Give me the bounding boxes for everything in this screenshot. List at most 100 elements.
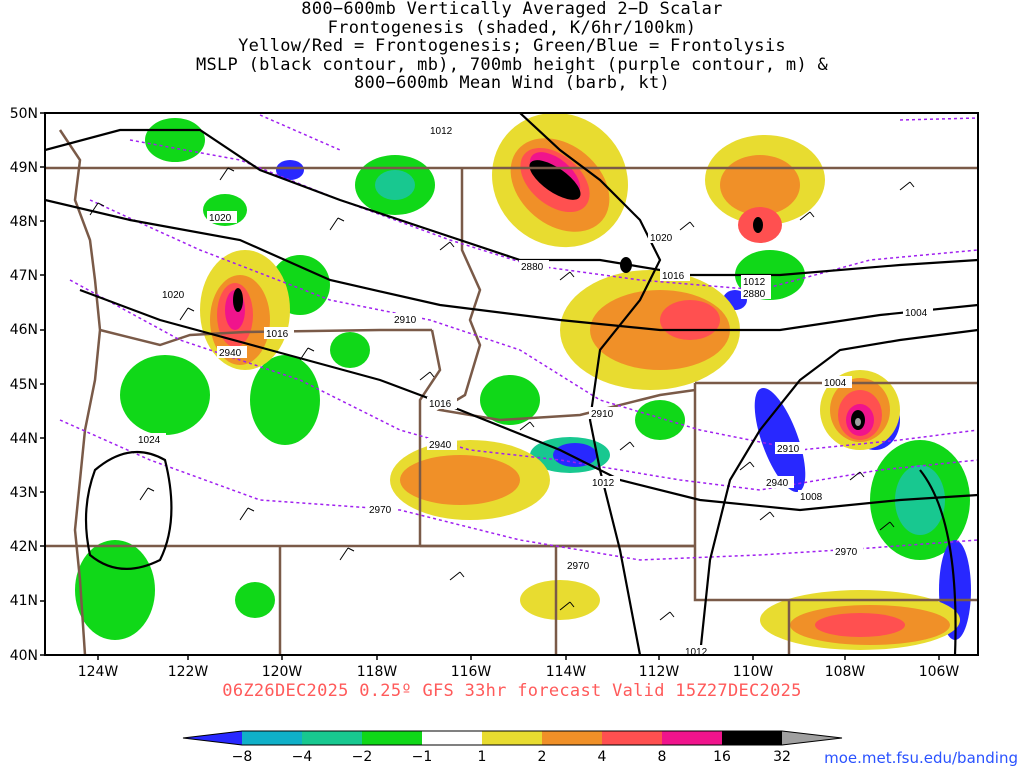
shade-teal-3 [895,465,945,535]
height-label-1: 2880 [519,260,549,273]
forecast-valid-line: 06Z26DEC2025 0.25º GFS 33hr forecast Val… [222,681,802,701]
colorbar-label: 32 [773,749,791,765]
colorbar-swatch [242,731,302,745]
shade-green-1 [145,118,205,162]
height-label-8: 2940 [764,476,794,489]
height-label-3: 2940 [217,346,247,359]
lat-ticks [40,112,45,656]
mslp-label-6: 1012 [741,275,771,288]
height-label-11: 2970 [833,545,863,558]
or-id-border [418,329,442,546]
colorbar-label: 4 [598,749,607,765]
mslp-contour-1024 [84,450,173,570]
svg-text:2910: 2910 [394,315,417,326]
shade-blue-2 [553,443,597,467]
mslp-label-4: 1016 [660,269,690,282]
lon-label: 110W [733,664,774,680]
shade-blue-3 [754,387,806,493]
lon-label: 124W [78,664,119,680]
shade-black-5 [753,217,763,233]
mslp-label-2: 1020 [207,211,237,224]
height-contour-2940 [69,279,978,491]
svg-text:2880: 2880 [743,289,766,300]
shade-green-7 [480,375,540,425]
lon-label: 120W [262,664,303,680]
height-label-7: 2910 [775,442,805,455]
lon-label: 112W [639,664,680,680]
svg-text:2940: 2940 [219,348,242,359]
height-label-10: 2970 [565,559,595,572]
height-labels: 2880 2910 2940 2880 2910 2940 2910 2940 … [217,260,863,572]
title-line-2: Frontogenesis (shaded, K/6hr/100km) [327,17,697,38]
svg-text:1016: 1016 [429,399,452,410]
colorbar-swatch [422,731,482,745]
mslp-contour-6 [919,469,957,655]
colorbar-label: −2 [352,749,373,765]
mslp-label-3: 1020 [648,231,678,244]
colorbar-label: −8 [232,749,253,765]
lon-label: 108W [825,664,866,680]
mslp-label-10: 1024 [136,433,166,446]
mslp-label-14: 1020 [160,288,190,301]
lat-label: 45N [10,377,38,393]
colorbar-label: 8 [658,749,667,765]
svg-text:1020: 1020 [209,213,232,224]
lat-label: 46N [10,322,38,338]
shade-green-4 [120,355,210,435]
height-contour-north [259,114,978,151]
chart-title: 800−600mb Vertically Averaged 2−D Scalar… [0,0,1024,93]
svg-text:1016: 1016 [662,271,685,282]
svg-text:2880: 2880 [521,262,544,273]
website-credit: moe.met.fsu.edu/banding [824,749,1018,767]
colorbar-label: −4 [292,749,313,765]
lat-label: 44N [10,431,38,447]
shade-green-6 [250,355,320,445]
height-label-2: 2910 [392,313,422,326]
svg-text:1008: 1008 [800,492,823,503]
shade-red-5 [660,300,720,340]
lon-ticks [97,655,940,660]
height-label-6: 2940 [427,438,457,451]
mslp-label-13: 1012 [683,645,713,658]
mslp-contour-1 [45,128,978,277]
mslp-contour-2 [45,198,978,332]
svg-text:2970: 2970 [835,547,858,558]
svg-text:2970: 2970 [567,561,590,572]
mslp-contour-4 [519,113,662,655]
mslp-label-11: 1012 [590,476,620,489]
shade-green-11 [330,332,370,368]
lat-label: 50N [10,106,38,122]
colorbar: −8 −4 −2 −1 1 2 4 8 16 32 [182,730,843,765]
barb-group-1 [89,202,865,481]
title-line-3: Yellow/Red = Frontogenesis; Green/Blue =… [238,36,786,56]
mslp-label-9: 1016 [427,397,457,410]
longitude-axis: 124W 122W 120W 118W 116W 114W 112W 110W … [78,664,960,680]
mslp-label-8: 1004 [822,376,852,389]
coastline [58,129,102,655]
colorbar-swatch [722,731,782,745]
colorbar-label: −1 [412,749,433,765]
title-line-1: 800−600mb Vertically Averaged 2−D Scalar [301,0,723,19]
lat-label: 41N [10,593,38,609]
colorbar-swatch [362,731,422,745]
wind-barbs [89,167,915,621]
svg-text:1004: 1004 [905,308,928,319]
colorbar-swatch [482,731,542,745]
latitude-axis: 50N 49N 48N 47N 46N 45N 44N 43N 42N 41N … [10,106,38,664]
svg-text:2940: 2940 [429,440,452,451]
lat-label: 47N [10,268,38,284]
lat-label: 42N [10,539,38,555]
colorbar-min-arrow [183,731,242,745]
mslp-label-1: 1012 [428,124,458,137]
height-label-4: 2880 [741,287,771,300]
state-borders [45,129,978,655]
mslp-label-12: 1008 [798,490,828,503]
shade-green-12 [635,400,685,440]
svg-text:2940: 2940 [766,478,789,489]
title-line-5: 800−600mb Mean Wind (barb, kt) [353,73,671,93]
shade-teal-1 [375,170,415,200]
lon-label: 106W [919,664,960,680]
lat-label: 40N [10,648,38,664]
barb-group-3 [219,167,915,281]
